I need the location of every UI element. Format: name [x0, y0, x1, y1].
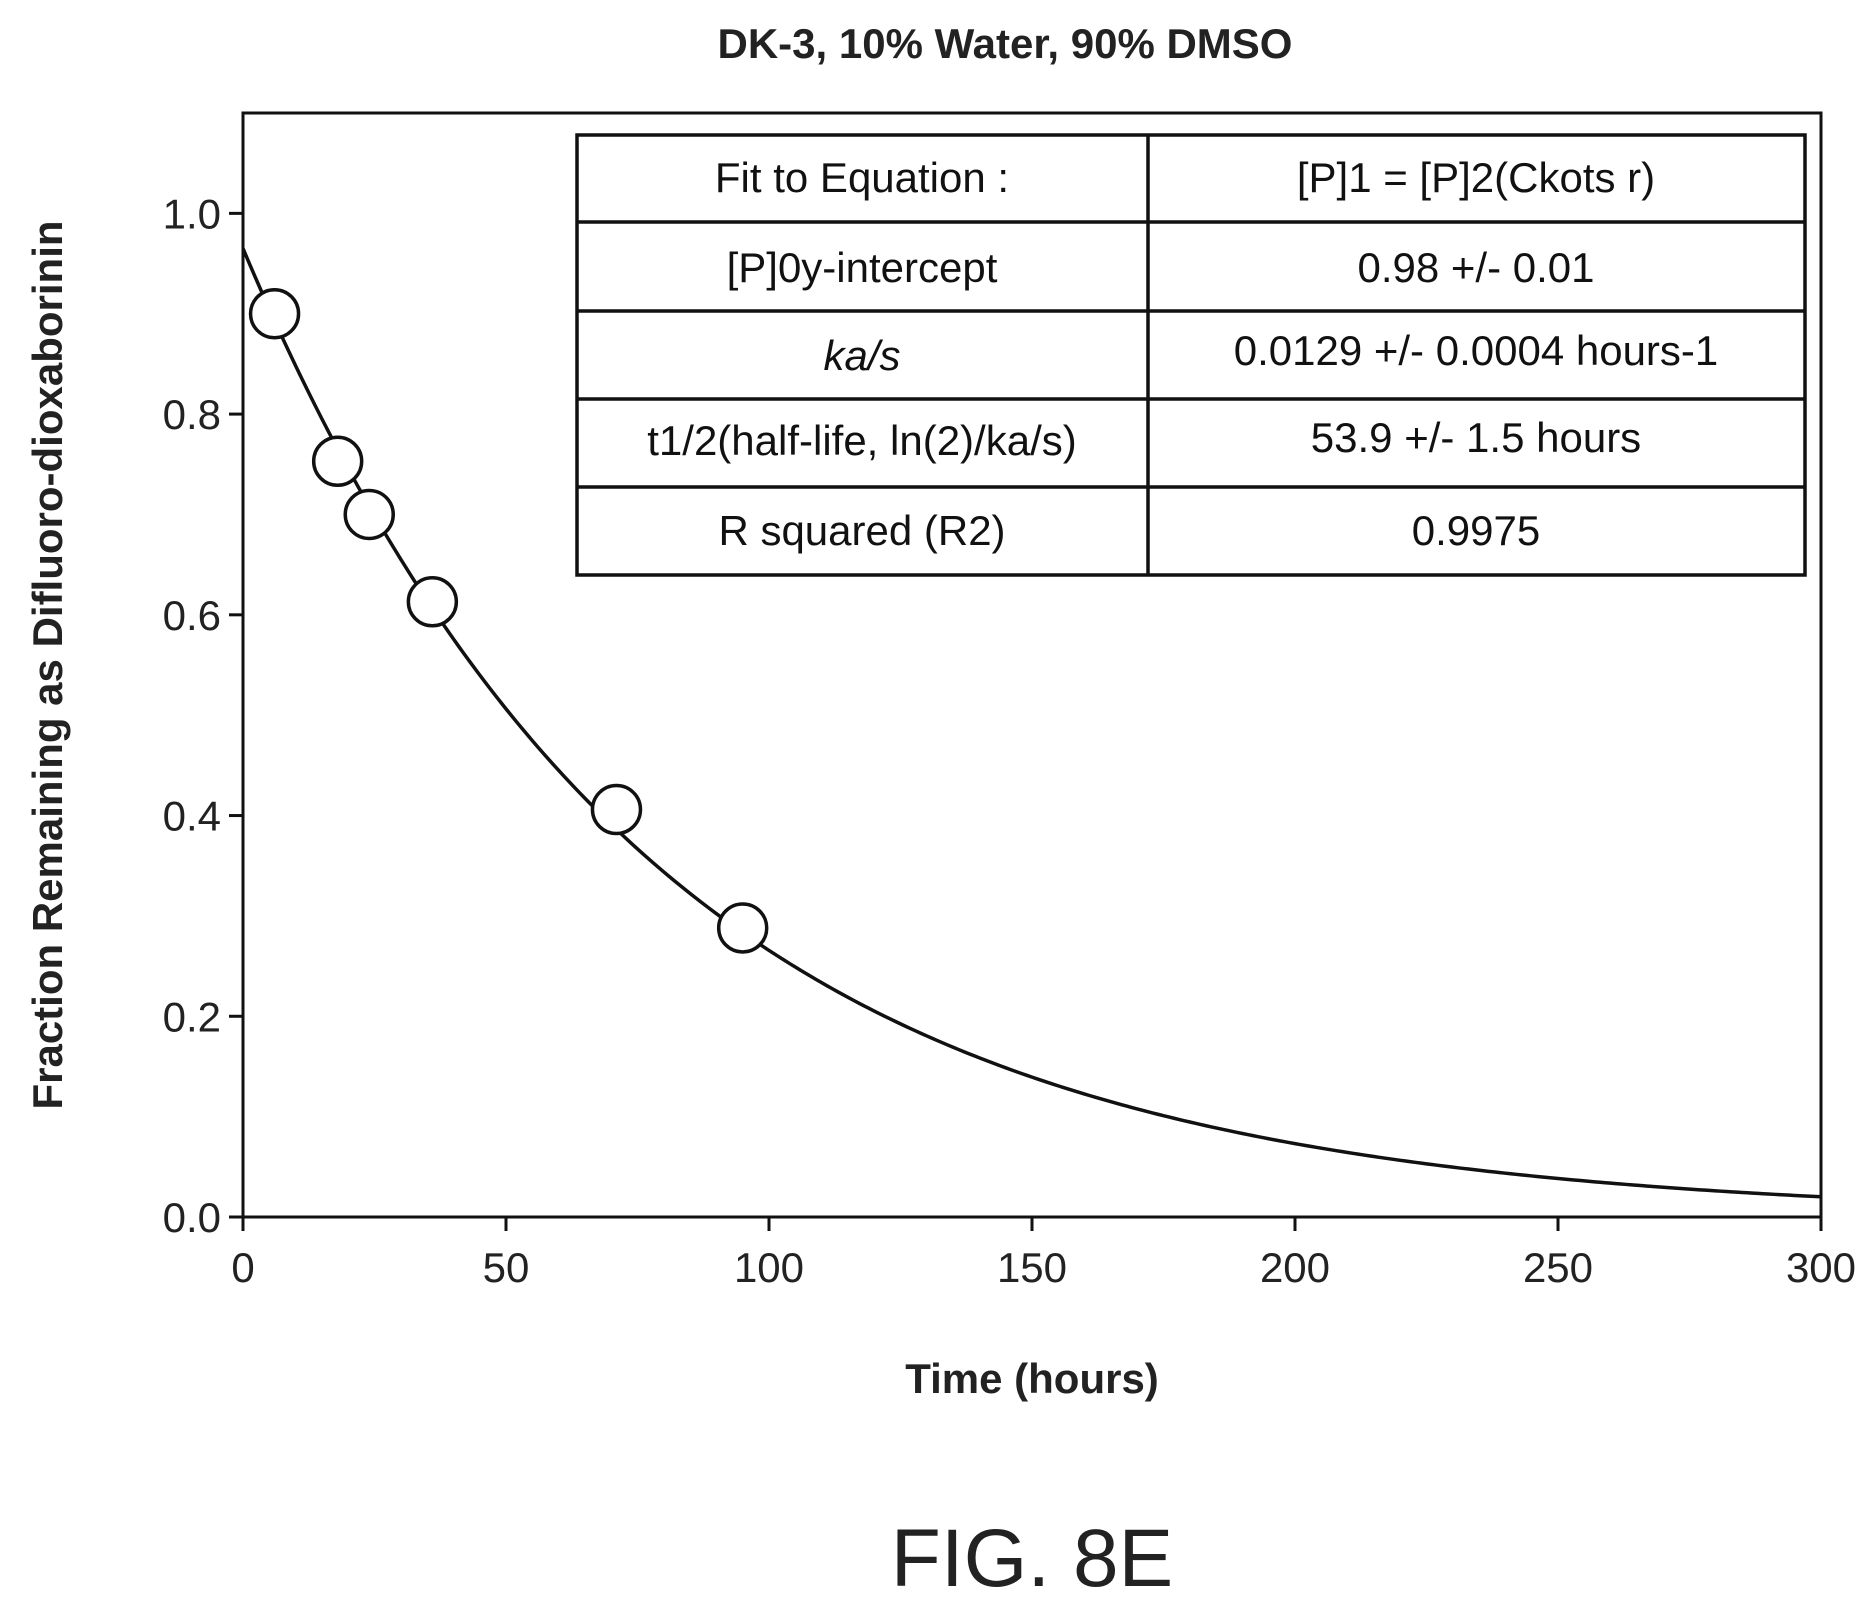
data-point: [716, 902, 769, 954]
data-point: [590, 783, 643, 836]
x-tick-label: 100: [734, 1244, 804, 1291]
y-axis-ticks: 0.0 0.2 0.4 0.6 0.8 1.0: [163, 190, 243, 1241]
x-axis-label: Time (hours): [905, 1355, 1159, 1402]
fit-table-value-r-squared: 0.9975: [1412, 507, 1540, 554]
chart-title: DK-3, 10% Water, 90% DMSO: [718, 20, 1293, 67]
y-tick-label: 0.0: [163, 1194, 221, 1241]
fit-table-value-intercept: 0.98 +/- 0.01: [1357, 244, 1594, 291]
y-tick-label: 0.6: [163, 592, 221, 639]
fit-table-label-r-squared: R squared (R2): [718, 507, 1005, 554]
x-tick-label: 200: [1260, 1244, 1330, 1291]
x-tick-label: 300: [1786, 1244, 1856, 1291]
y-tick-label: 1.0: [163, 190, 221, 237]
fit-table-label-intercept: [P]0y-intercept: [727, 244, 998, 291]
y-tick-label: 0.2: [163, 993, 221, 1040]
fit-table-value-half-life: 53.9 +/- 1.5 hours: [1311, 414, 1641, 461]
x-axis-ticks: 0 50 100 150 200 250 300: [231, 1217, 1856, 1291]
x-tick-label: 50: [483, 1244, 530, 1291]
x-tick-label: 150: [997, 1244, 1067, 1291]
figure-label: FIG. 8E: [891, 1513, 1174, 1604]
data-points: [248, 287, 769, 954]
fit-table-label-half-life: t1/2(half-life, ln(2)/ka/s): [647, 417, 1076, 464]
data-point: [311, 435, 364, 488]
data-point: [248, 287, 301, 340]
data-point: [343, 488, 395, 541]
fit-table-value-equation: [P]1 = [P]2(Ckots r): [1297, 154, 1655, 201]
fit-table-label-equation: Fit to Equation :: [715, 154, 1009, 201]
fit-curve: [241, 247, 1822, 1199]
fit-table-label-rate: ka/s: [823, 332, 900, 379]
x-tick-label: 250: [1523, 1244, 1593, 1291]
fit-table: Fit to Equation : [P]1 = [P]2(Ckots r) […: [575, 133, 1807, 577]
y-axis-label: Fraction Remaining as Difluoro-dioxabori…: [24, 220, 71, 1109]
fit-table-value-rate: 0.0129 +/- 0.0004 hours-1: [1234, 327, 1719, 374]
x-tick-label: 0: [231, 1244, 254, 1291]
fit-table-frame: [575, 133, 1807, 577]
y-tick-label: 0.4: [163, 793, 221, 840]
y-tick-label: 0.8: [163, 391, 221, 438]
data-point: [406, 576, 459, 628]
